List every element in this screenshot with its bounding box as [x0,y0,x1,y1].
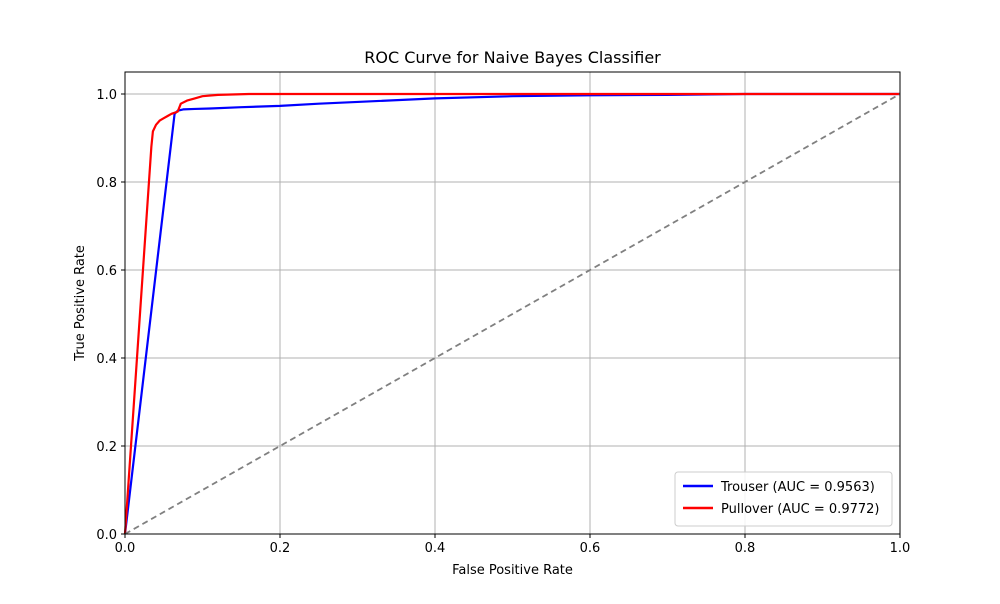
chance-diagonal-line [124,93,901,535]
x-tick-label: 0.2 [270,541,291,556]
x-tick-label: 0.4 [425,541,446,556]
y-tick-label: 0.0 [96,528,117,543]
legend: Trouser (AUC = 0.9563) Pullover (AUC = 0.… [674,471,893,527]
y-tick-label: 0.4 [96,352,117,367]
x-tick-label: 0.0 [115,541,136,556]
x-tick-label: 0.6 [580,541,601,556]
x-tick-label: 0.8 [735,541,756,556]
y-axis-label: True Positive Rate [73,245,88,362]
series-lines [123,92,901,535]
legend-box [674,471,893,527]
y-tick-label: 1.0 [96,88,117,103]
series-line-1 [123,92,900,535]
grid-lines [124,72,901,535]
chart-title: ROC Curve for Naive Bayes Classifier [364,48,661,67]
x-axis-label: False Positive Rate [452,563,573,578]
y-axis-ticks: 0.0 0.2 0.4 0.6 0.8 1.0 [96,88,125,543]
x-tick-label: 1.0 [890,541,911,556]
y-tick-label: 0.2 [96,440,117,455]
plot-frame [124,71,901,535]
legend-label: Pullover (AUC = 0.9772) [721,502,879,517]
y-tick-label: 0.6 [96,264,117,279]
y-tick-label: 0.8 [96,176,117,191]
legend-label: Trouser (AUC = 0.9563) [720,480,875,495]
x-axis-ticks: 0.0 0.2 0.4 0.6 0.8 1.0 [115,534,911,556]
